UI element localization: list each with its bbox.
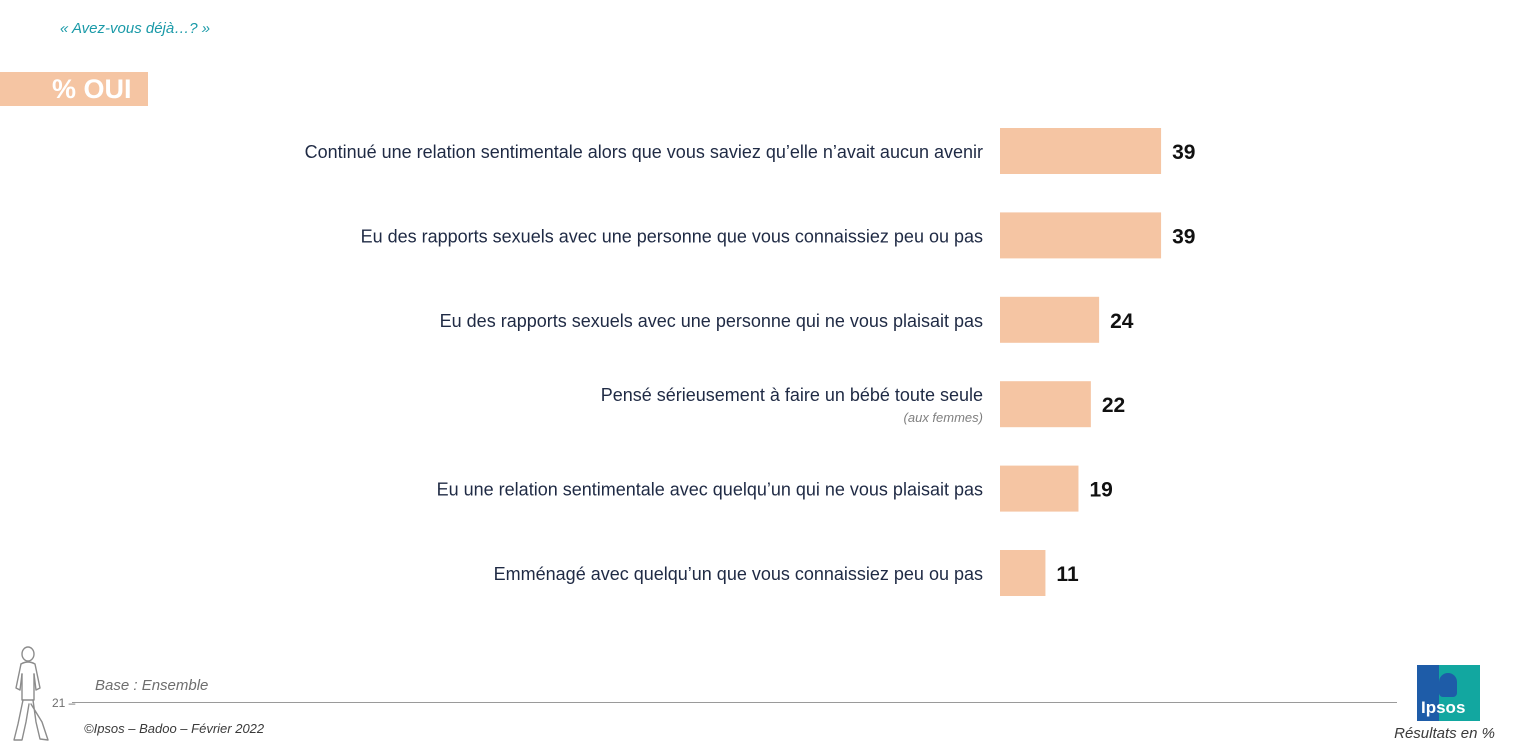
survey-question: « Avez-vous déjà…? » (60, 20, 211, 37)
category-label: Pensé sérieusement à faire un bébé toute… (601, 385, 983, 405)
category-label: Emménagé avec quelqu’un que vous connais… (494, 564, 983, 584)
logo-text: Ipsos (1421, 698, 1466, 717)
bar-4 (1000, 381, 1091, 428)
bar-5 (1000, 465, 1079, 512)
ipsos-logo: Ipsos (1417, 665, 1480, 721)
logo-mark (1439, 673, 1457, 697)
results-unit-note: Résultats en % (1394, 725, 1495, 742)
value-label: 24 (1110, 310, 1134, 333)
base-note: Base : Ensemble (95, 677, 209, 694)
category-sublabel: (aux femmes) (904, 410, 983, 425)
bar-2 (1000, 212, 1162, 259)
bar-3 (1000, 296, 1100, 343)
walking-person-icon (13, 646, 49, 741)
category-label: Eu des rapports sexuels avec une personn… (361, 226, 983, 246)
footer-divider (72, 702, 1397, 703)
value-label: 39 (1172, 141, 1195, 164)
percent-yes-badge: % OUI (0, 72, 148, 106)
copyright-note: ©Ipsos – Badoo – Février 2022 (84, 721, 265, 736)
bar-6 (1000, 550, 1046, 596)
bar-1 (1000, 128, 1162, 174)
category-label: Eu une relation sentimentale avec quelqu… (437, 480, 983, 500)
category-label: Continué une relation sentimentale alors… (305, 142, 983, 162)
bar-chart: Continué une relation sentimentale alors… (305, 128, 1195, 596)
value-label: 22 (1102, 394, 1125, 417)
value-label: 11 (1056, 563, 1079, 586)
category-label: Eu des rapports sexuels avec une personn… (440, 311, 983, 331)
value-label: 39 (1172, 225, 1195, 248)
page-number: 21 – (52, 696, 76, 710)
value-label: 19 (1089, 479, 1112, 502)
